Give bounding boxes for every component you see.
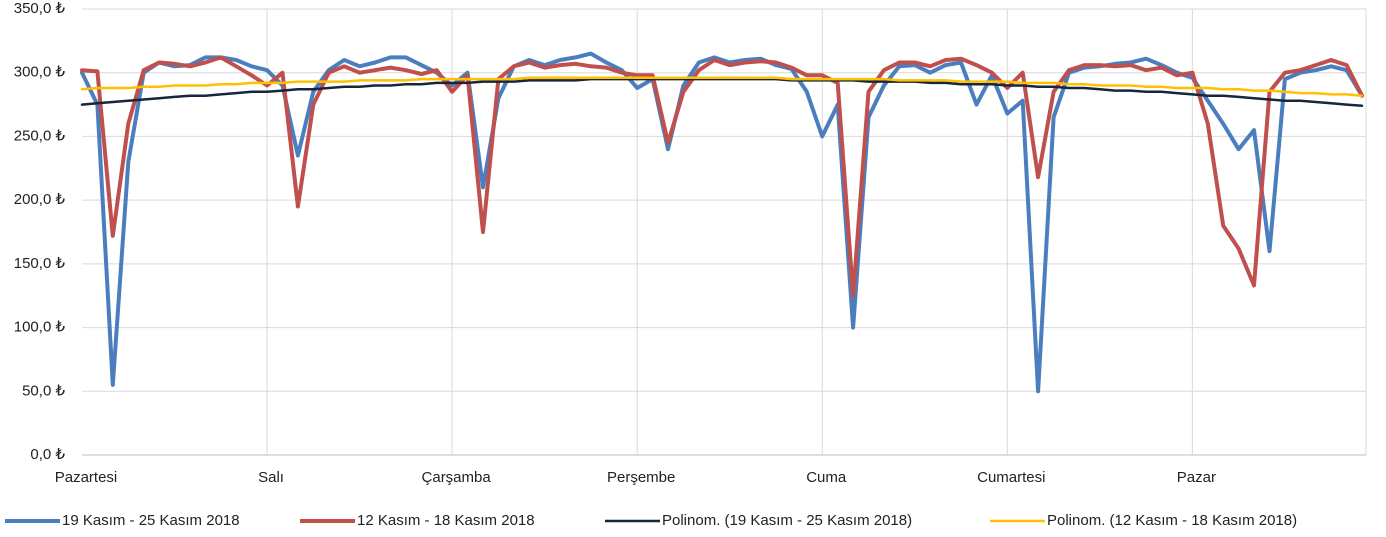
y-tick-label: 100,0 ₺ bbox=[14, 319, 66, 336]
legend-label: Polinom. (12 Kasım - 18 Kasım 2018) bbox=[1047, 512, 1297, 529]
legend-label: Polinom. (19 Kasım - 25 Kasım 2018) bbox=[662, 512, 912, 529]
x-tick-label: Perşembe bbox=[607, 469, 675, 486]
legend-label: 19 Kasım - 25 Kasım 2018 bbox=[62, 512, 240, 529]
y-tick-label: 50,0 ₺ bbox=[22, 382, 65, 399]
y-tick-label: 150,0 ₺ bbox=[14, 255, 66, 272]
x-tick-label: Salı bbox=[258, 469, 284, 486]
x-tick-label: Cumartesi bbox=[977, 469, 1045, 486]
x-tick-label: Çarşamba bbox=[422, 469, 492, 486]
series-line bbox=[80, 55, 1364, 298]
x-tick-label: Pazartesi bbox=[55, 469, 118, 486]
y-tick-label: 0,0 ₺ bbox=[30, 446, 65, 463]
x-tick-label: Pazar bbox=[1177, 469, 1216, 486]
series-line bbox=[80, 76, 1364, 97]
series-line bbox=[80, 51, 1364, 394]
y-tick-label: 200,0 ₺ bbox=[14, 191, 66, 208]
y-tick-label: 300,0 ₺ bbox=[14, 64, 66, 81]
x-tick-label: Cuma bbox=[806, 469, 847, 486]
y-tick-label: 350,0 ₺ bbox=[14, 0, 66, 17]
series-line bbox=[80, 77, 1364, 108]
legend-label: 12 Kasım - 18 Kasım 2018 bbox=[357, 512, 535, 529]
y-tick-label: 250,0 ₺ bbox=[14, 127, 66, 144]
